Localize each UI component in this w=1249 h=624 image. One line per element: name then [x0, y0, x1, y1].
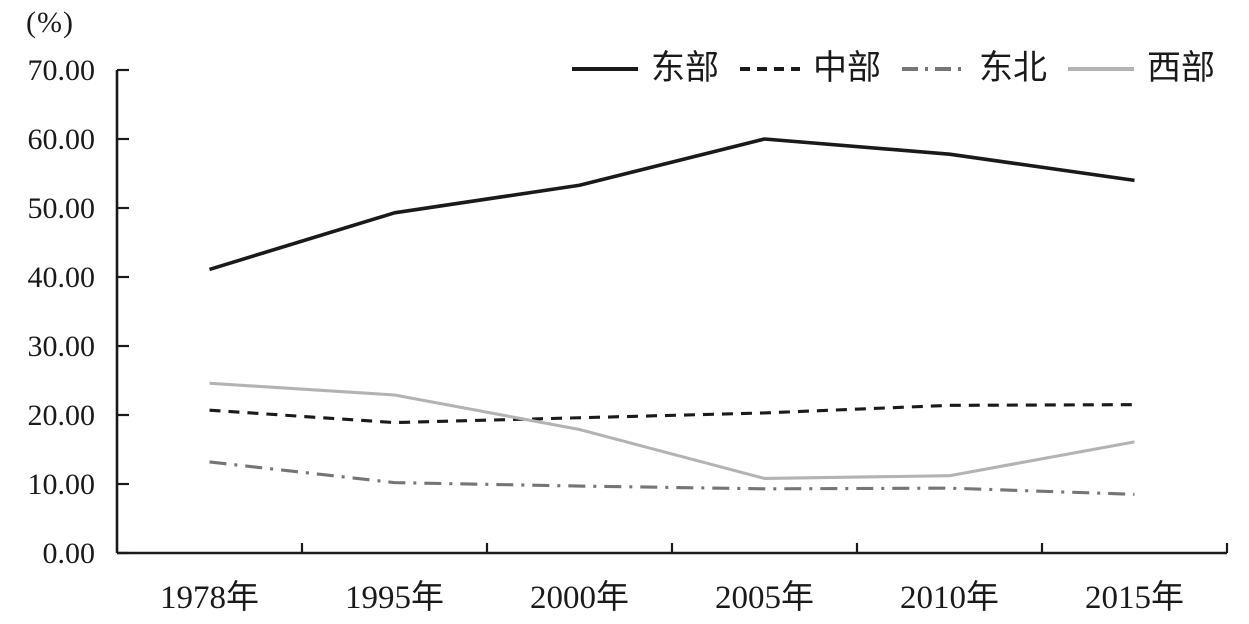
x-tick-label: 2010年	[900, 579, 999, 616]
series-line-northeast	[209, 460, 1135, 496]
x-tick-label: 1978年	[160, 579, 259, 616]
x-tick-label: 2015年	[1085, 579, 1184, 616]
legend-label-west: 西部	[1147, 50, 1215, 87]
y-tick-label: 50.00	[28, 192, 96, 225]
legend-label-northeast: 东北	[979, 50, 1047, 87]
legend-item-west: 西部	[1068, 52, 1215, 86]
x-tick-label: 1995年	[345, 579, 444, 616]
legend-line-central-icon	[740, 67, 800, 71]
y-axis-unit-label: (%)	[26, 6, 74, 39]
chart-legend: 东部 中部 东北 西部	[572, 48, 1215, 90]
y-tick-label: 0.00	[43, 537, 96, 570]
y-tick-label: 60.00	[28, 123, 96, 156]
y-tick-label: 70.00	[28, 54, 96, 87]
y-tick-label: 30.00	[28, 330, 96, 363]
legend-item-east: 东部	[572, 52, 719, 86]
series-line-west	[209, 381, 1135, 481]
y-tick-label: 10.00	[28, 468, 96, 501]
legend-line-east-icon	[572, 67, 638, 71]
x-tick-label: 2000年	[530, 579, 629, 616]
x-tick-label: 2005年	[715, 579, 814, 616]
series-line-east	[208, 137, 1135, 272]
legend-label-central: 中部	[813, 50, 881, 87]
y-tick-label: 40.00	[28, 261, 96, 294]
legend-item-northeast: 东北	[902, 52, 1047, 86]
legend-line-west-icon	[1068, 67, 1134, 71]
series-line-central	[209, 403, 1135, 425]
legend-line-northeast-icon	[902, 67, 966, 71]
y-tick-label: 20.00	[28, 399, 96, 432]
legend-item-central: 中部	[740, 52, 881, 86]
legend-label-east: 东部	[651, 50, 719, 87]
